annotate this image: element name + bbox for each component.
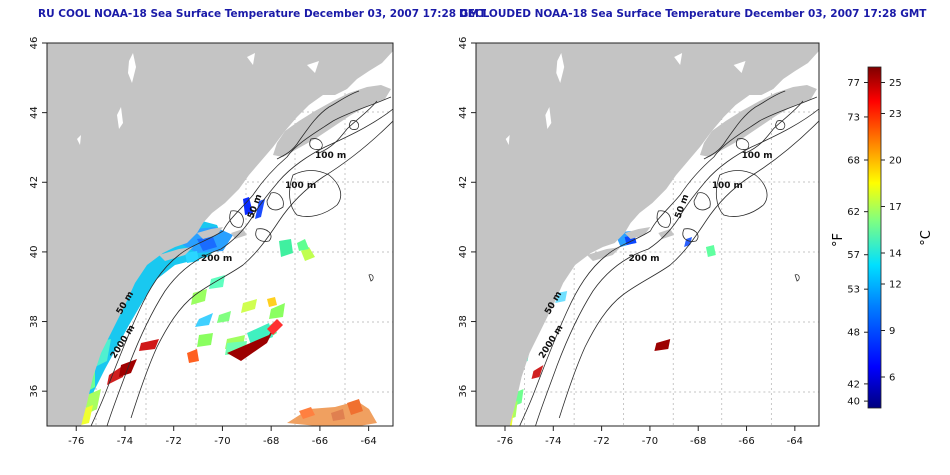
colorbar-f-label: 77 — [847, 78, 860, 89]
colorbar-f-label: 68 — [847, 156, 860, 167]
map-frame-raw — [46, 42, 394, 427]
lat-tick-label: 42 — [29, 176, 40, 189]
lat-tick-label: 38 — [29, 315, 40, 328]
lat-tick-label: 40 — [29, 246, 40, 259]
lon-tick-label: -64 — [360, 436, 376, 447]
lon-tick-label: -76 — [68, 436, 84, 447]
colorbar-c-label: 12 — [889, 280, 902, 291]
colorbar-c-label: 6 — [889, 373, 895, 384]
lon-tick-label: -68 — [263, 436, 279, 447]
map-panel-declouded: 100 m 100 m 50 m 200 m 50 m 2000 m -76 -7… — [458, 37, 820, 447]
lat-tick-label: 44 — [29, 106, 40, 119]
colorbar-f-label: 62 — [847, 207, 860, 218]
contour-label-200m: 200 m — [629, 254, 660, 264]
colorbar-f-label: 53 — [847, 285, 860, 296]
contour-label-100m-gom: 100 m — [712, 181, 743, 191]
colorbar-c-label: 23 — [889, 109, 902, 120]
lon-tick-label: -70 — [642, 436, 658, 447]
colorbar-f-label: 40 — [847, 397, 860, 408]
colorbar-f-label: 73 — [847, 112, 860, 123]
colorbar-c-label: 20 — [889, 156, 902, 167]
lat-tick-label: 36 — [458, 385, 469, 398]
colorbar-celsius-ticks: 25 23 20 17 14 12 9 6 — [881, 78, 902, 384]
lat-tick-label: 46 — [458, 37, 469, 50]
map-title-left: RU COOL NOAA-18 Sea Surface Temperature … — [38, 8, 486, 20]
lon-tick-label: -74 — [545, 436, 561, 447]
colorbar-gradient — [867, 66, 882, 409]
colorbar: 77 73 68 62 57 53 48 42 40 25 23 20 17 14 12 9 6 °F °C — [831, 66, 934, 409]
lon-tick-label: -66 — [738, 436, 754, 447]
lon-tick-label: -68 — [690, 436, 706, 447]
colorbar-c-label: 17 — [889, 202, 902, 213]
colorbar-f-label: 57 — [847, 250, 860, 261]
colorbar-c-label: 14 — [889, 249, 902, 260]
lon-tick-label: -64 — [787, 436, 803, 447]
map-frame-declouded — [475, 42, 820, 427]
colorbar-celsius-label: °C — [919, 230, 934, 246]
axis-ticks-raw: -76 -74 -72 -70 -68 -66 -64 36 38 40 42 44 46 — [29, 37, 377, 447]
colorbar-fahrenheit-ticks: 77 73 68 62 57 53 48 42 40 — [847, 78, 868, 408]
map-title-right: DECLOUDED NOAA-18 Sea Surface Temperatur… — [459, 8, 927, 20]
lat-tick-label: 42 — [458, 176, 469, 189]
contour-label-100m-north: 100 m — [742, 151, 773, 161]
lat-tick-label: 36 — [29, 385, 40, 398]
colorbar-fahrenheit-label: °F — [831, 233, 846, 247]
colorbar-f-label: 48 — [847, 328, 860, 339]
lat-tick-label: 44 — [458, 106, 469, 119]
lon-tick-label: -70 — [214, 436, 230, 447]
lon-tick-label: -76 — [497, 436, 513, 447]
colorbar-c-label: 9 — [889, 326, 895, 337]
lon-tick-label: -72 — [593, 436, 609, 447]
lat-tick-label: 38 — [458, 315, 469, 328]
lat-tick-label: 40 — [458, 246, 469, 259]
contour-label-200m: 200 m — [201, 254, 232, 264]
lon-tick-label: -72 — [166, 436, 182, 447]
contour-label-100m-gom: 100 m — [285, 181, 316, 191]
lon-tick-label: -66 — [312, 436, 328, 447]
map-panel-raw: 100 m 100 m 50 m 200 m 50 m 2000 m -76 -7… — [29, 37, 394, 447]
colorbar-c-label: 25 — [889, 78, 902, 89]
lon-tick-label: -74 — [117, 436, 133, 447]
contour-label-100m-north: 100 m — [315, 151, 346, 161]
lat-tick-label: 46 — [29, 37, 40, 50]
colorbar-f-label: 42 — [847, 379, 860, 390]
axis-ticks-declouded: -76 -74 -72 -70 -68 -66 -64 36 38 40 42 44 46 — [458, 37, 803, 447]
